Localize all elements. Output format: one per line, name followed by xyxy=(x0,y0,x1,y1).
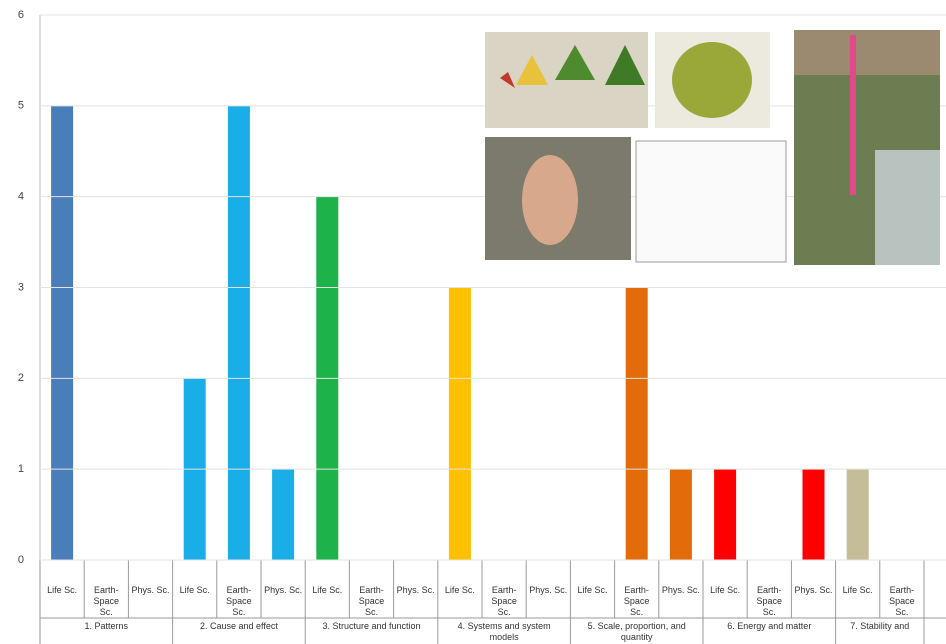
x-tick-label: Life Sc. xyxy=(179,585,210,595)
x-tick-label: Phys. Sc. xyxy=(396,585,435,595)
x-tick-label: Phys. Sc. xyxy=(131,585,170,595)
bar xyxy=(802,469,825,560)
water xyxy=(875,150,940,265)
bar xyxy=(51,105,74,560)
group-label: 5. Scale, proportion, and quantity xyxy=(587,621,686,642)
leaf xyxy=(605,45,645,85)
x-tick-label: Life Sc. xyxy=(577,585,608,595)
group-label: 2. Cause and effect xyxy=(199,621,278,631)
photo-table xyxy=(635,140,787,263)
x-tick-label: Earth-Space Sc. xyxy=(889,585,915,617)
y-tick-label: 5 xyxy=(18,100,24,112)
bar xyxy=(272,469,295,560)
x-tick-label: Life Sc. xyxy=(312,585,343,595)
x-tick-label: Life Sc. xyxy=(444,585,475,595)
bar xyxy=(448,287,471,560)
bar xyxy=(669,469,692,560)
x-tick-label: Life Sc. xyxy=(47,585,78,595)
group-label: 1. Patterns xyxy=(84,621,129,631)
bar xyxy=(714,469,737,560)
leaf xyxy=(672,42,752,118)
y-tick-label: 1 xyxy=(18,463,24,475)
x-tick-label: Earth-Space Sc. xyxy=(358,585,385,617)
x-tick-label: Phys. Sc. xyxy=(529,585,568,595)
fence xyxy=(794,30,940,75)
stick xyxy=(850,35,856,195)
bar xyxy=(846,469,869,560)
x-tick-label: Earth-Space Sc. xyxy=(623,585,650,617)
x-tick-label: Phys. Sc. xyxy=(264,585,303,595)
x-tick-label: Phys. Sc. xyxy=(794,585,833,595)
bar xyxy=(625,287,648,560)
x-tick-label: Earth-Space Sc. xyxy=(756,585,783,617)
y-tick-label: 2 xyxy=(18,372,24,384)
y-tick-label: 3 xyxy=(18,281,24,293)
x-tick-label: Life Sc. xyxy=(710,585,741,595)
x-tick-label: Earth-Space Sc. xyxy=(226,585,252,617)
hand xyxy=(522,155,578,245)
group-label: 4. Systems and system models xyxy=(457,621,551,642)
leaf xyxy=(555,45,595,80)
x-tick-label: Life Sc. xyxy=(842,585,873,595)
y-tick-label: 4 xyxy=(18,191,24,203)
photos xyxy=(485,30,940,265)
x-tick-label: Earth-Space Sc. xyxy=(93,585,120,617)
y-tick-label: 6 xyxy=(18,9,24,21)
group-label: 3. Structure and function xyxy=(322,621,421,631)
group-label: 7. Stability and xyxy=(850,621,910,631)
bar xyxy=(227,105,250,560)
group-label: 6. Energy and matter xyxy=(727,621,812,631)
y-tick-label: 0 xyxy=(18,554,24,566)
leaf xyxy=(516,55,548,85)
x-tick-label: Phys. Sc. xyxy=(661,585,700,595)
leaf xyxy=(500,72,515,88)
x-tick-label: Earth-Space Sc. xyxy=(491,585,517,617)
